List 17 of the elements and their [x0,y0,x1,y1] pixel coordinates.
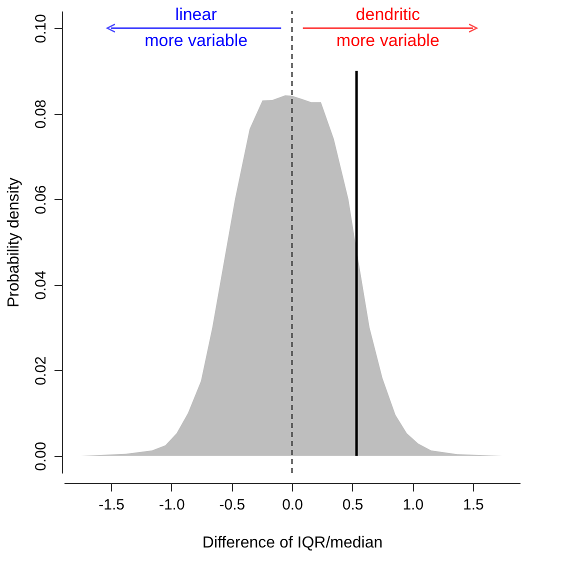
x-tick-label: 1.0 [402,496,424,514]
x-tick-label: 0.0 [282,496,303,514]
y-tick-label: 0.10 [32,14,50,44]
y-axis-title: Probability density [6,178,22,308]
y-tick-label: 0.00 [32,442,50,471]
x-axis-title: Difference of IQR/median [202,534,383,552]
y-tick-label: 0.04 [32,270,50,300]
x-tick-label: 1.5 [463,496,484,514]
x-tick-label: -1.0 [158,496,185,514]
y-tick-label: 0.02 [32,356,50,386]
x-tick-label: -0.5 [219,496,246,514]
y-tick-label: 0.08 [32,100,50,129]
x-tick-label: 0.5 [342,496,364,514]
annotation: linear more variable [144,5,248,50]
annotation: dendritic more variable [336,5,440,50]
y-tick-label: 0.06 [32,185,50,214]
x-tick-label: -1.5 [98,496,124,514]
